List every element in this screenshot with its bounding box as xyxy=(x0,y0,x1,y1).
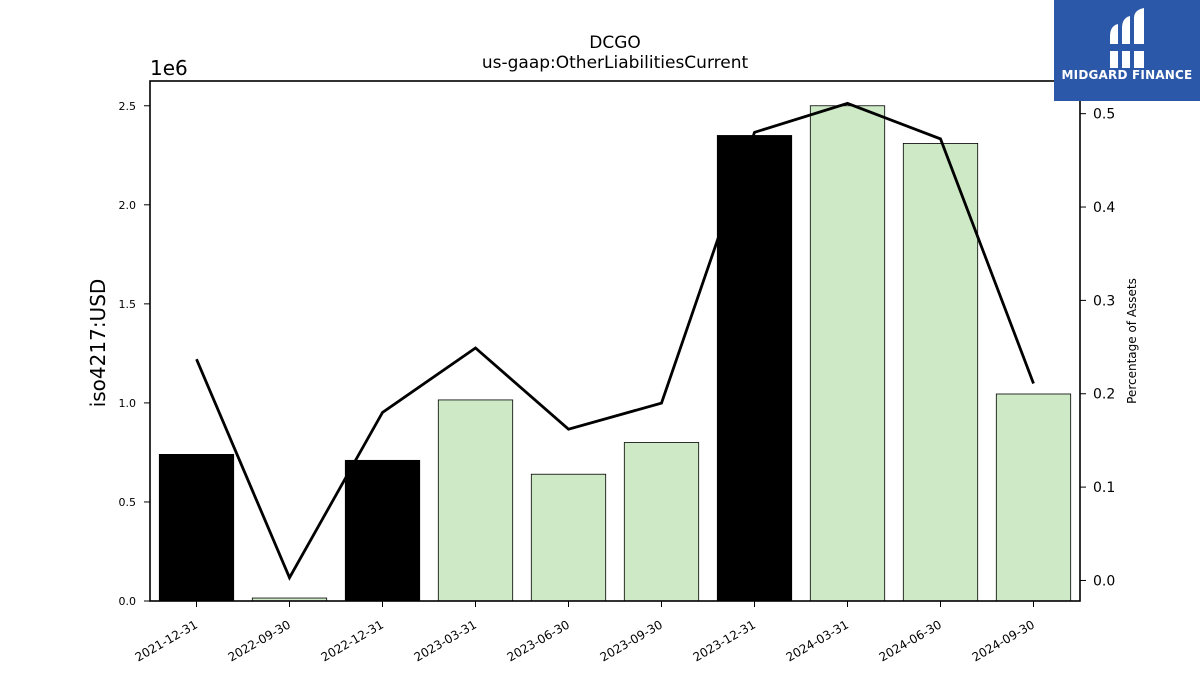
bar-2024-03-31 xyxy=(809,105,886,602)
y2-tick-label: 0.0 xyxy=(1093,573,1115,589)
y-axis-label: iso4217:USD xyxy=(86,279,110,408)
y-tick-label: 1.5 xyxy=(119,298,137,311)
x-tick-label: 2023-09-30 xyxy=(598,617,665,664)
y-scale-label: 1e6 xyxy=(150,56,188,80)
x-tick-label: 2021-12-31 xyxy=(133,617,200,664)
y-tick-label: 2.5 xyxy=(119,100,137,113)
x-tick-label: 2024-06-30 xyxy=(877,617,944,664)
y2-axis-label: Percentage of Assets xyxy=(1125,278,1139,404)
chart-subtitle: us-gaap:OtherLiabilitiesCurrent xyxy=(482,53,749,73)
plot-frame xyxy=(149,80,1081,602)
bar-2024-06-30 xyxy=(902,142,979,602)
percentage-line xyxy=(195,101,1035,581)
logo-text: MIDGARD FINANCE xyxy=(1061,68,1193,82)
y2-tick-label: 0.1 xyxy=(1093,480,1115,496)
bar-2022-12-31 xyxy=(344,459,421,602)
y-tick-label: 2.0 xyxy=(119,199,137,212)
x-tick-label: 2023-03-31 xyxy=(412,617,479,664)
bar-2023-12-31 xyxy=(716,135,793,602)
y2-tick-label: 0.4 xyxy=(1093,200,1115,216)
y-tick-label: 0.5 xyxy=(119,496,137,509)
x-tick-label: 2023-06-30 xyxy=(505,617,572,664)
x-tick-label: 2024-09-30 xyxy=(970,617,1037,664)
y2-tick-label: 0.3 xyxy=(1093,293,1115,309)
line-layer xyxy=(195,101,1035,581)
y-tick-label: 0.0 xyxy=(119,595,137,608)
bar-2023-06-30 xyxy=(530,473,607,602)
bar-2023-09-30 xyxy=(623,442,700,602)
bar-2021-12-31 xyxy=(158,454,235,602)
x-tick-label: 2024-03-31 xyxy=(784,617,851,664)
y2-tick-label: 0.2 xyxy=(1093,387,1115,403)
bar-2024-09-30 xyxy=(995,393,1072,602)
midgard-logo-icon xyxy=(1108,8,1146,68)
y-tick-label: 1.0 xyxy=(119,397,137,410)
x-tick-label: 2022-12-31 xyxy=(319,617,386,664)
bar-2023-03-31 xyxy=(437,399,514,602)
x-tick-label: 2023-12-31 xyxy=(691,617,758,664)
bars-layer xyxy=(158,105,1072,602)
midgard-finance-logo: MIDGARD FINANCE xyxy=(1054,0,1200,101)
y2-tick-label: 0.5 xyxy=(1093,107,1115,123)
chart-title: DCGO xyxy=(589,33,641,53)
x-tick-label: 2022-09-30 xyxy=(226,617,293,664)
